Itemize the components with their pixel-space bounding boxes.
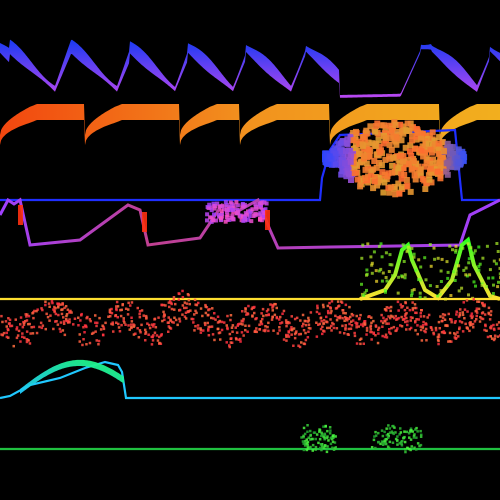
green-flat-scatter-trace bbox=[0, 424, 500, 454]
red-scatter-noise bbox=[0, 289, 500, 349]
orange-sawtooth-band bbox=[0, 104, 500, 145]
yellow-green-spike-trace bbox=[0, 236, 500, 301]
cyan-green-hump-trace bbox=[0, 359, 500, 400]
blue-purple-step-trace bbox=[0, 128, 500, 250]
blue-violet-sawtooth-band bbox=[0, 39, 500, 98]
blue-orange-scatter-cloud bbox=[322, 119, 468, 198]
